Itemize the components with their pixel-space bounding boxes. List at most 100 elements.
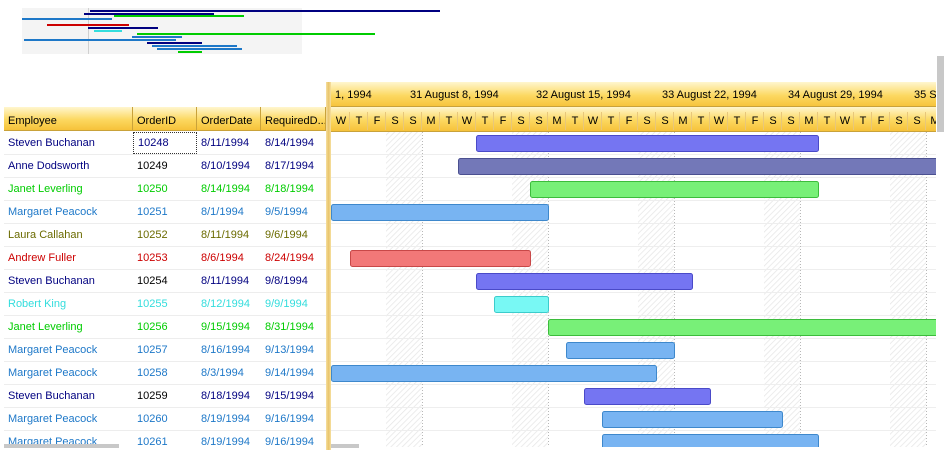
table-row[interactable]: Margaret Peacock 10261 8/19/1994 9/16/1994 (4, 431, 326, 447)
table-row[interactable]: Margaret Peacock 10257 8/16/1994 9/13/1994 (4, 339, 326, 362)
cell-order-date[interactable]: 8/16/1994 (201, 344, 250, 356)
cell-order-id[interactable]: 10261 (137, 436, 168, 447)
day-label: M (804, 115, 813, 127)
table-row[interactable]: Steven Buchanan 10259 8/18/1994 9/15/1994 (4, 385, 326, 408)
cell-order-id[interactable]: 10250 (137, 183, 168, 195)
cell-order-date[interactable]: 8/1/1994 (201, 206, 244, 218)
table-row[interactable]: Janet Leverling 10256 9/15/1994 8/31/1994 (4, 316, 326, 339)
week-label: 32 August 15, 1994 (536, 89, 631, 101)
cell-required-date[interactable]: 9/5/1994 (265, 206, 308, 218)
cell-order-id[interactable]: 10251 (137, 206, 168, 218)
cell-employee[interactable]: Margaret Peacock (8, 413, 98, 425)
cell-required-date[interactable]: 9/6/1994 (265, 229, 308, 241)
cell-order-date[interactable]: 8/19/1994 (201, 436, 250, 447)
cell-employee[interactable]: Laura Callahan (8, 229, 83, 241)
day-label: S (391, 115, 398, 127)
table-row[interactable]: Janet Leverling 10250 8/14/1994 8/18/1994 (4, 178, 326, 201)
cell-employee[interactable]: Margaret Peacock (8, 367, 98, 379)
cell-employee[interactable]: Margaret Peacock (8, 344, 98, 356)
cell-employee[interactable]: Andrew Fuller (8, 252, 76, 264)
cell-order-date[interactable]: 8/19/1994 (201, 413, 250, 425)
cell-order-id[interactable]: 10256 (137, 321, 168, 333)
cell-order-date[interactable]: 8/3/1994 (201, 367, 244, 379)
table-row[interactable]: Anne Dodsworth 10249 8/10/1994 8/17/1994 (4, 155, 326, 178)
overview-bar (94, 30, 122, 32)
week-label: 31 August 8, 1994 (410, 89, 499, 101)
cell-order-date[interactable]: 8/12/1994 (201, 298, 250, 310)
column-header-required-date[interactable]: RequiredD... (261, 107, 326, 131)
cell-order-id[interactable]: 10257 (137, 344, 168, 356)
cell-required-date[interactable]: 8/14/1994 (265, 137, 314, 149)
gantt-canvas[interactable]: 1, 1994 31 August 8, 1994 32 August 15, 19… (331, 82, 940, 447)
cell-required-date[interactable]: 9/8/1994 (265, 275, 308, 287)
cell-required-date[interactable]: 8/18/1994 (265, 183, 314, 195)
table-row[interactable]: Laura Callahan 10252 8/11/1994 9/6/1994 (4, 224, 326, 247)
day-label: S (643, 115, 650, 127)
day-label: T (824, 115, 831, 127)
cell-order-date[interactable]: 8/11/1994 (201, 137, 250, 149)
table-row[interactable]: Andrew Fuller 10253 8/6/1994 8/24/1994 (4, 247, 326, 270)
cell-employee[interactable]: Anne Dodsworth (8, 160, 90, 172)
cell-order-id[interactable]: 10253 (137, 252, 168, 264)
cell-order-id[interactable]: 10258 (137, 367, 168, 379)
table-row[interactable]: Steven Buchanan 10254 8/11/1994 9/8/1994 (4, 270, 326, 293)
overview-marker (88, 8, 89, 54)
day-label: M (552, 115, 561, 127)
cell-required-date[interactable]: 9/9/1994 (265, 298, 308, 310)
cell-required-date[interactable]: 9/13/1994 (265, 344, 314, 356)
cell-order-date[interactable]: 8/10/1994 (201, 160, 250, 172)
cell-order-id[interactable]: 10260 (137, 413, 168, 425)
cell-order-id[interactable]: 10249 (137, 160, 168, 172)
cell-employee[interactable]: Steven Buchanan (8, 275, 95, 287)
column-header-order-id[interactable]: OrderID (133, 107, 197, 131)
grid-horizontal-scrollbar-thumb[interactable] (4, 444, 119, 448)
cell-employee[interactable]: Margaret Peacock (8, 206, 98, 218)
cell-required-date[interactable]: 9/16/1994 (265, 436, 314, 447)
vertical-scrollbar-thumb[interactable] (937, 56, 944, 132)
cell-required-date[interactable]: 9/15/1994 (265, 390, 314, 402)
table-row[interactable]: Robert King 10255 8/12/1994 9/9/1994 (4, 293, 326, 316)
cell-order-id[interactable]: 10248 (133, 132, 197, 154)
cell-required-date[interactable]: 8/24/1994 (265, 252, 314, 264)
task-bar (584, 388, 711, 405)
task-bar (602, 411, 783, 428)
cell-order-id[interactable]: 10255 (137, 298, 168, 310)
day-label: S (769, 115, 776, 127)
cell-order-date[interactable]: 8/11/1994 (201, 275, 250, 287)
vertical-scrollbar[interactable] (936, 56, 948, 451)
cell-employee[interactable]: Margaret Peacock (8, 436, 98, 447)
cell-order-date[interactable]: 8/14/1994 (201, 183, 250, 195)
cell-order-id[interactable]: 10254 (137, 275, 168, 287)
cell-employee[interactable]: Steven Buchanan (8, 390, 95, 402)
overview-bar (90, 10, 440, 12)
cell-employee[interactable]: Robert King (8, 298, 67, 310)
cell-required-date[interactable]: 8/17/1994 (265, 160, 314, 172)
table-row[interactable]: Margaret Peacock 10260 8/19/1994 9/16/1994 (4, 408, 326, 431)
cell-order-date[interactable]: 8/18/1994 (201, 390, 250, 402)
cell-order-date[interactable]: 9/15/1994 (201, 321, 250, 333)
table-row[interactable]: Margaret Peacock 10251 8/1/1994 9/5/1994 (4, 201, 326, 224)
cell-employee[interactable]: Janet Leverling (8, 321, 83, 333)
column-header-order-date[interactable]: OrderDate (197, 107, 261, 131)
cell-order-id[interactable]: 10252 (137, 229, 168, 241)
table-row[interactable]: Margaret Peacock 10258 8/3/1994 9/14/1994 (4, 362, 326, 385)
column-header-employee[interactable]: Employee (4, 107, 133, 131)
overview-minimap[interactable] (22, 8, 440, 54)
orders-grid[interactable]: Employee OrderID OrderDate RequiredD... … (4, 107, 326, 447)
gantt-chart[interactable]: 1, 1994 31 August 8, 1994 32 August 15, 19… (331, 82, 940, 447)
day-label: T (446, 115, 453, 127)
table-row[interactable]: Steven Buchanan 10248 8/11/1994 8/14/1994 (4, 132, 326, 155)
chart-horizontal-scrollbar-thumb[interactable] (331, 444, 359, 448)
overview-bar (47, 24, 129, 26)
grid-chart-splitter[interactable] (326, 82, 331, 450)
day-label: W (840, 115, 851, 127)
cell-employee[interactable]: Janet Leverling (8, 183, 83, 195)
cell-required-date[interactable]: 8/31/1994 (265, 321, 314, 333)
cell-order-id[interactable]: 10259 (137, 390, 168, 402)
cell-required-date[interactable]: 9/16/1994 (265, 413, 314, 425)
cell-employee[interactable]: Steven Buchanan (8, 137, 95, 149)
cell-required-date[interactable]: 9/14/1994 (265, 367, 314, 379)
cell-order-date[interactable]: 8/6/1994 (201, 252, 244, 264)
day-label: S (913, 115, 920, 127)
cell-order-date[interactable]: 8/11/1994 (201, 229, 250, 241)
